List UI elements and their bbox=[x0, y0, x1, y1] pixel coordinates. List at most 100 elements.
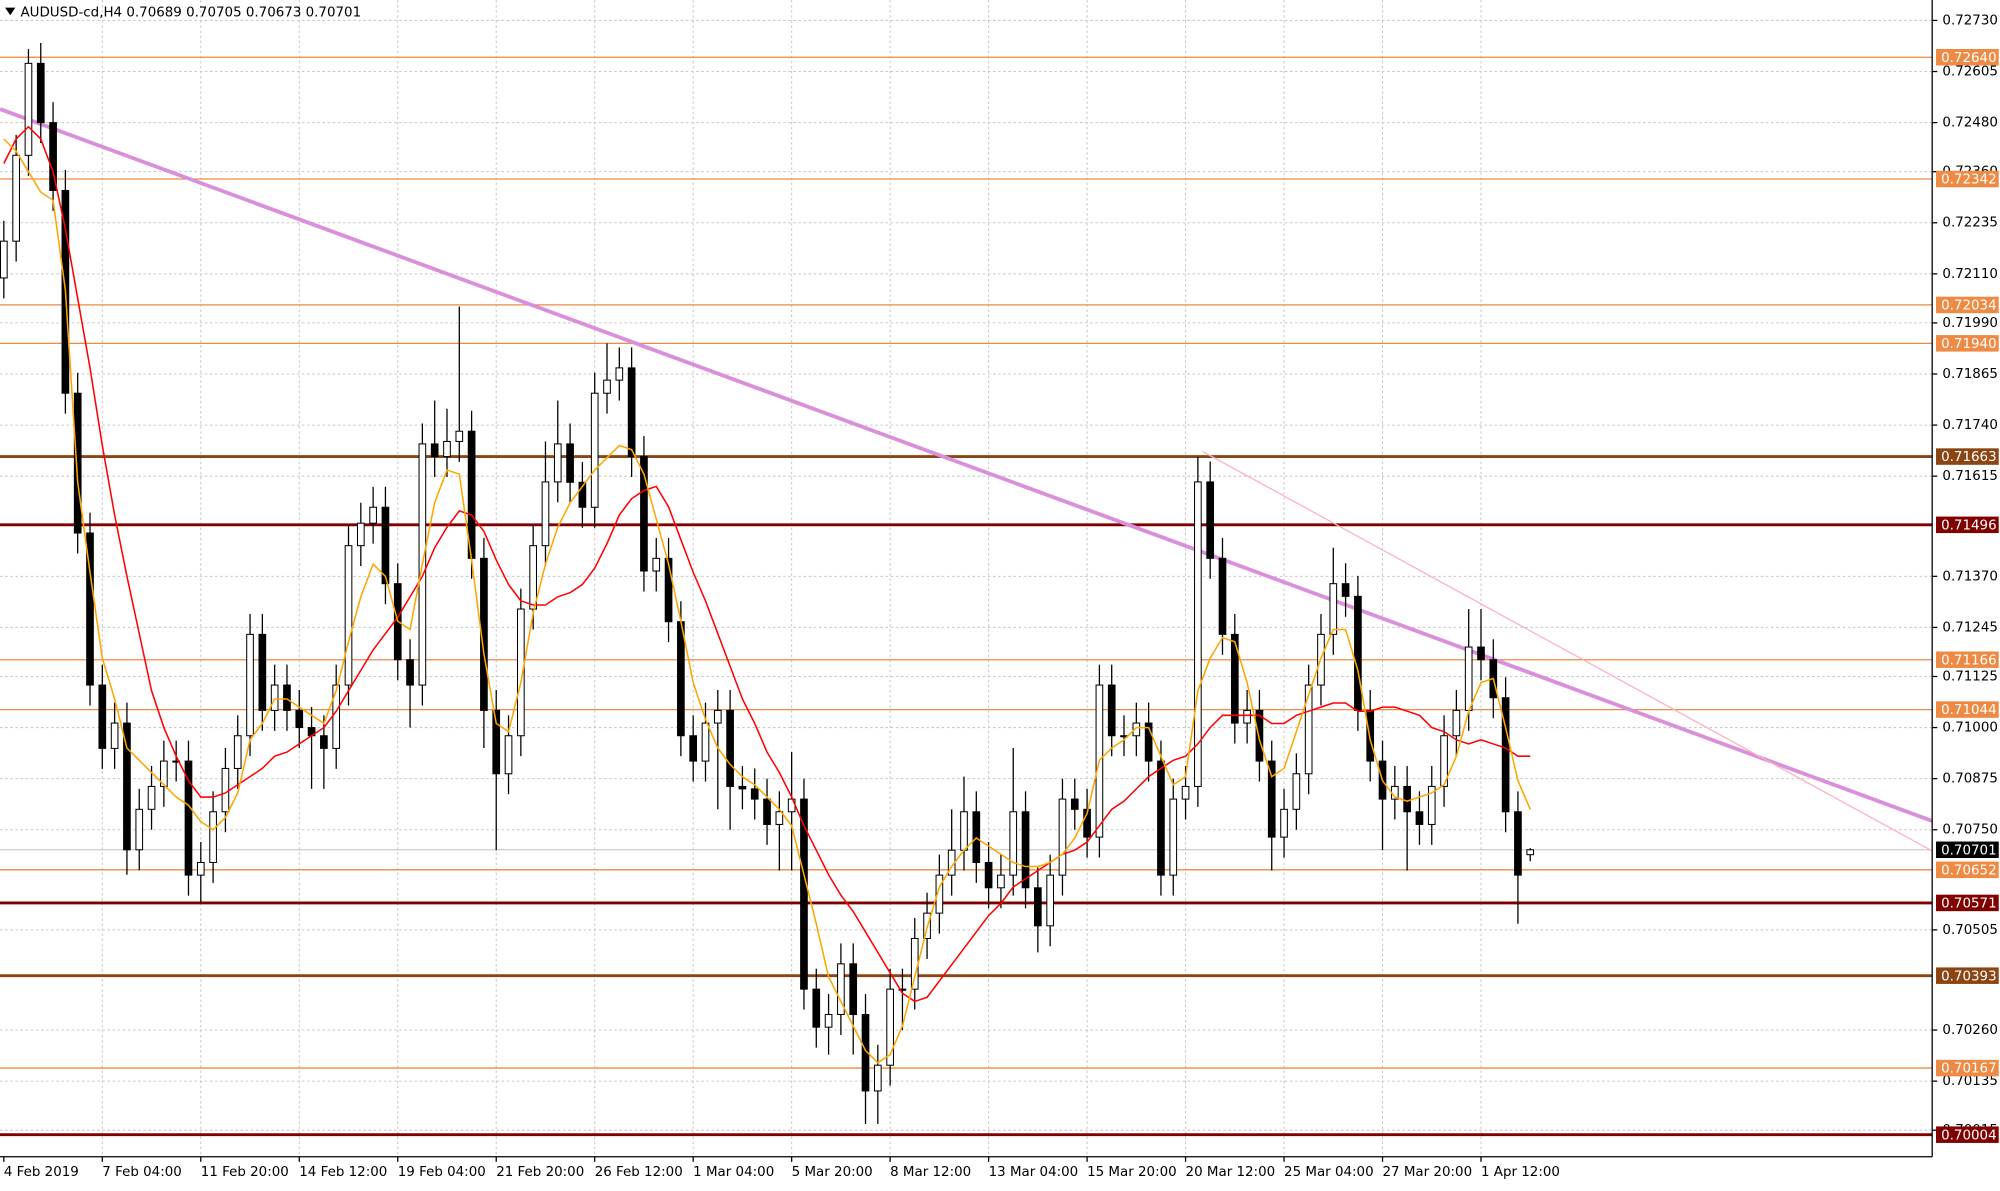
price-axis-bg bbox=[1932, 0, 2000, 1191]
y-tick-label: 0.71245 bbox=[1942, 620, 1997, 635]
level-label-box bbox=[1936, 335, 1999, 352]
level-label: 0.70393 bbox=[1941, 969, 1996, 984]
chart-title: AUDUSD-cd,H4 0.70689 0.70705 0.70673 0.7… bbox=[20, 6, 361, 21]
candle-body bbox=[701, 722, 710, 762]
x-tick-label: 15 Mar 20:00 bbox=[1087, 1165, 1177, 1180]
level-label: 0.72034 bbox=[1941, 299, 1996, 314]
y-tick-label: 0.71865 bbox=[1942, 367, 1997, 382]
candle-body bbox=[196, 861, 205, 876]
candle-body bbox=[1354, 595, 1362, 711]
y-tick-label: 0.70505 bbox=[1942, 923, 1997, 938]
level-label-box bbox=[1936, 894, 1999, 912]
x-tick-label: 8 Mar 12:00 bbox=[890, 1165, 971, 1180]
level-label: 0.70652 bbox=[1941, 863, 1996, 878]
candle-body bbox=[381, 506, 390, 585]
candle-body bbox=[1440, 735, 1448, 787]
candle-body bbox=[812, 988, 821, 1028]
candle-body bbox=[504, 735, 513, 775]
candle-body bbox=[209, 811, 217, 863]
candle-body bbox=[1292, 773, 1301, 810]
x-tick-label: 5 Mar 20:00 bbox=[792, 1165, 873, 1180]
level-label-box bbox=[1936, 967, 1999, 984]
candle-body bbox=[603, 379, 611, 394]
candle-body bbox=[369, 506, 377, 524]
candle-body bbox=[86, 532, 94, 686]
candle-body bbox=[1452, 709, 1461, 737]
candle-body bbox=[455, 430, 464, 442]
level-label-box bbox=[1936, 1059, 1999, 1077]
candle-body bbox=[1255, 709, 1264, 762]
level-label: 0.70167 bbox=[1941, 1062, 1996, 1077]
x-tick-label: 13 Mar 04:00 bbox=[989, 1165, 1079, 1180]
candle-body bbox=[517, 608, 525, 737]
candle-body bbox=[184, 760, 193, 876]
level-label: 0.72342 bbox=[1941, 173, 1996, 188]
candle-body bbox=[750, 788, 759, 800]
levels bbox=[0, 56, 1933, 1137]
candle-body bbox=[406, 659, 414, 686]
candle-body bbox=[1181, 785, 1190, 800]
trend-line-thin bbox=[1202, 450, 1936, 853]
candle-body bbox=[12, 154, 20, 242]
y-tick-label: 0.72730 bbox=[1942, 13, 1997, 28]
x-tick-label: 20 Mar 12:00 bbox=[1186, 1165, 1276, 1180]
level-label-box bbox=[1936, 516, 1999, 534]
candle-body bbox=[1218, 557, 1227, 635]
candle-body bbox=[283, 684, 291, 711]
candle-body bbox=[640, 456, 648, 572]
level-label-box bbox=[1936, 861, 1999, 879]
axes: 0.727300.726050.724800.723600.722350.721… bbox=[3, 13, 1999, 1180]
x-tick-label: 26 Feb 12:00 bbox=[595, 1165, 683, 1180]
candle-body bbox=[295, 709, 304, 729]
candle-body bbox=[738, 785, 747, 790]
candle-body bbox=[1341, 583, 1350, 597]
candle-body bbox=[160, 760, 168, 787]
candle-body bbox=[1132, 722, 1141, 737]
candle-body bbox=[1206, 481, 1215, 559]
candle-body bbox=[1046, 874, 1054, 927]
candle-body bbox=[1157, 760, 1165, 876]
candle-body bbox=[529, 545, 537, 610]
candle-body bbox=[98, 684, 107, 749]
candle-body bbox=[110, 722, 119, 749]
level-label: 0.70004 bbox=[1941, 1128, 1996, 1143]
candle-body bbox=[36, 62, 45, 124]
y-tick-label: 0.71125 bbox=[1942, 670, 1997, 685]
candle-body bbox=[1477, 646, 1485, 661]
candle-body bbox=[1403, 785, 1411, 813]
candle-body bbox=[726, 709, 734, 787]
candle-body bbox=[652, 557, 661, 572]
candle-body bbox=[246, 633, 254, 737]
header-triangle bbox=[5, 7, 16, 16]
candle-body bbox=[0, 240, 8, 279]
y-tick-label: 0.71370 bbox=[1942, 569, 1997, 584]
x-tick-label: 14 Feb 12:00 bbox=[299, 1165, 387, 1180]
candle-body bbox=[1501, 697, 1510, 813]
candle-body bbox=[1415, 811, 1424, 825]
y-tick-label: 0.70135 bbox=[1942, 1074, 1997, 1089]
y-tick-label: 0.72235 bbox=[1942, 216, 1997, 231]
y-tick-label: 0.72605 bbox=[1942, 65, 1997, 80]
trend-line bbox=[0, 107, 1936, 824]
candle-body bbox=[541, 481, 550, 547]
y-tick-label: 0.71615 bbox=[1942, 469, 1997, 484]
y-tick-label: 0.72480 bbox=[1942, 116, 1997, 131]
candle-body bbox=[713, 709, 722, 724]
y-tick-label: 0.71990 bbox=[1942, 316, 1997, 331]
candle-body bbox=[1427, 785, 1436, 825]
y-tick-label: 0.71740 bbox=[1942, 418, 1997, 433]
candle-body bbox=[763, 798, 771, 825]
y-tick-label: 0.72110 bbox=[1942, 267, 1997, 282]
x-tick-label: 4 Feb 2019 bbox=[4, 1165, 79, 1180]
candle-body bbox=[578, 481, 587, 508]
candle-body bbox=[221, 767, 230, 813]
x-tick-label: 1 Mar 04:00 bbox=[693, 1165, 774, 1180]
level-label: 0.71663 bbox=[1941, 450, 1996, 465]
x-tick-label: 11 Feb 20:00 bbox=[201, 1165, 289, 1180]
candle-body bbox=[1009, 811, 1018, 876]
candle-body bbox=[332, 684, 341, 749]
candle-body bbox=[492, 709, 501, 775]
